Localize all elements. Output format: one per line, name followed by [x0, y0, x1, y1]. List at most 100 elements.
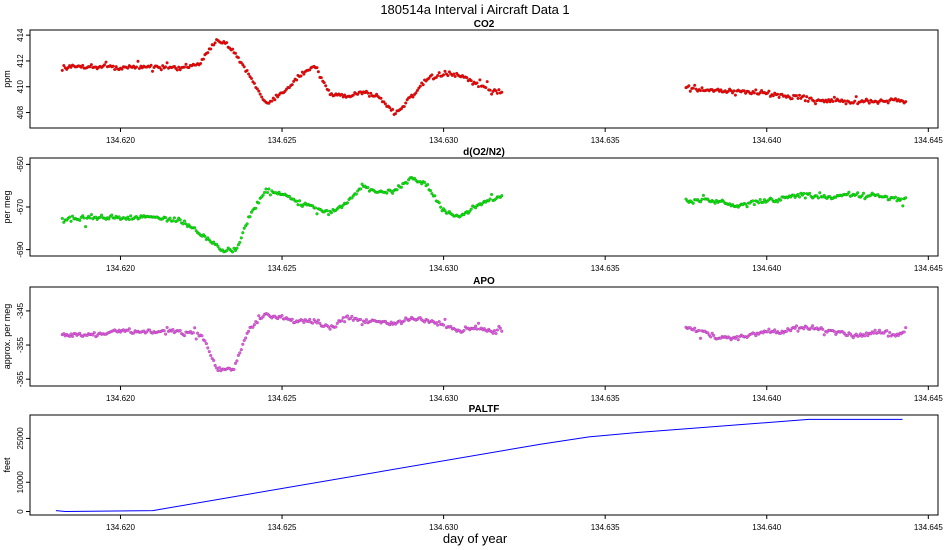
data-point	[206, 236, 210, 240]
data-point	[247, 329, 251, 333]
data-point	[359, 187, 363, 191]
data-point	[391, 191, 395, 195]
data-point	[494, 89, 498, 93]
data-point	[789, 329, 793, 333]
data-point	[446, 74, 450, 78]
data-point	[98, 215, 102, 219]
data-point	[277, 190, 281, 194]
data-point	[260, 95, 264, 99]
data-point	[343, 93, 347, 97]
data-point	[238, 351, 242, 355]
data-point	[751, 199, 755, 203]
data-point	[212, 240, 216, 244]
data-point	[324, 84, 328, 88]
data-point	[215, 366, 219, 370]
x-tick-label: 134.635	[591, 136, 620, 145]
data-point	[495, 91, 499, 95]
data-point	[886, 101, 890, 105]
data-point	[393, 112, 398, 116]
data-point	[793, 326, 797, 330]
data-point	[164, 332, 168, 336]
data-point	[834, 332, 838, 336]
data-point	[348, 316, 352, 321]
data-point	[236, 243, 240, 247]
data-point	[802, 94, 806, 98]
data-point	[199, 61, 203, 66]
data-point	[89, 213, 93, 217]
data-point	[149, 63, 153, 67]
data-point	[752, 91, 756, 95]
data-point	[428, 189, 433, 193]
data-point	[765, 330, 769, 334]
data-point	[329, 92, 334, 96]
data-point	[62, 220, 66, 224]
data-point	[404, 101, 408, 105]
data-point	[474, 324, 478, 328]
data-point	[863, 334, 867, 338]
data-point	[754, 88, 758, 92]
data-point	[182, 334, 187, 338]
data-point	[476, 85, 481, 89]
data-point	[111, 64, 115, 68]
data-point	[252, 323, 256, 327]
data-point	[500, 194, 504, 198]
data-point	[856, 191, 860, 195]
data-point	[127, 217, 131, 222]
data-point	[436, 323, 440, 327]
data-point	[893, 97, 898, 101]
data-point	[726, 89, 730, 93]
plot-area	[55, 418, 903, 513]
data-point	[327, 213, 331, 217]
data-point	[315, 66, 319, 70]
data-point	[776, 200, 780, 204]
data-point	[325, 209, 329, 213]
x-tick-label: 134.645	[914, 523, 943, 532]
data-point	[193, 326, 197, 330]
data-point	[423, 320, 427, 324]
data-point	[280, 313, 284, 318]
data-point	[231, 47, 235, 51]
data-point	[443, 69, 447, 73]
data-point	[443, 317, 447, 321]
data-point	[418, 316, 422, 320]
data-point	[888, 330, 892, 335]
data-point	[430, 73, 434, 77]
data-point	[822, 193, 826, 197]
y-tick-label: 25000	[16, 427, 25, 450]
data-point	[249, 210, 254, 214]
data-point	[311, 321, 315, 325]
data-point	[127, 327, 131, 331]
data-point	[693, 83, 697, 87]
data-point	[104, 60, 108, 64]
data-point	[478, 78, 482, 82]
panel-2: d(O2/N2) per meg 134.620 134.625 134.630 134.…	[2, 147, 943, 273]
data-point	[809, 96, 813, 100]
data-point	[366, 91, 370, 95]
data-point	[491, 331, 495, 335]
data-point	[295, 199, 299, 203]
data-point	[427, 76, 431, 80]
data-point	[91, 333, 95, 337]
data-point	[343, 320, 347, 324]
data-point	[886, 334, 890, 338]
plot-area	[60, 38, 908, 117]
data-point	[276, 317, 280, 321]
data-point	[107, 217, 111, 221]
data-point	[313, 206, 318, 210]
data-point	[117, 215, 121, 219]
data-point	[488, 88, 492, 92]
data-point	[245, 68, 249, 73]
data-point	[844, 102, 848, 106]
data-point	[187, 223, 191, 227]
x-tick-label: 134.620	[106, 136, 135, 145]
data-point	[752, 331, 756, 336]
data-point	[350, 196, 354, 200]
y-tick-label: -365	[16, 371, 25, 388]
data-point	[164, 216, 168, 220]
data-point	[273, 98, 277, 102]
data-point	[861, 191, 866, 195]
panel-frame	[29, 286, 939, 387]
data-point	[162, 329, 166, 333]
data-point	[784, 329, 788, 334]
data-point	[165, 61, 169, 65]
